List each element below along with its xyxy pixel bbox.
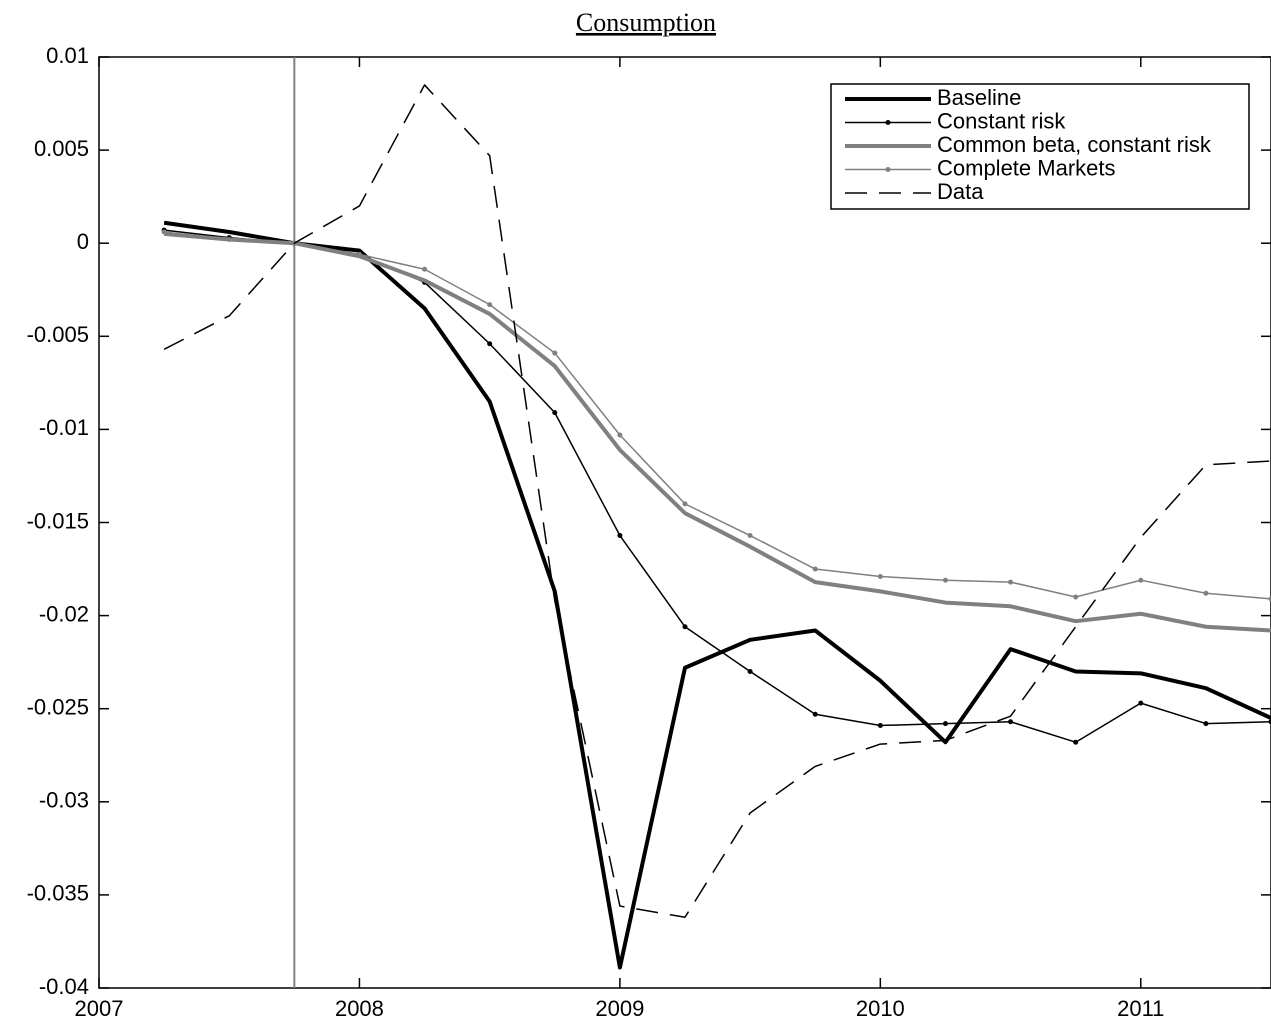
point [356, 251, 362, 257]
y-tick-label: -0.04 [39, 974, 89, 999]
point [617, 533, 623, 539]
series-line [163, 220, 1271, 970]
point [1138, 577, 1144, 583]
point [1138, 700, 1144, 706]
y-tick-label: -0.025 [27, 695, 89, 720]
chart-title: Consumption [576, 8, 716, 37]
point [487, 302, 493, 308]
y-tick-label: -0.03 [39, 788, 89, 813]
point [487, 341, 493, 347]
series-line [163, 84, 1271, 918]
legend-label: Complete Markets [937, 155, 1116, 180]
y-tick-label: -0.035 [27, 881, 89, 906]
point [161, 229, 167, 235]
point [1008, 719, 1014, 725]
point [747, 533, 753, 539]
point [552, 410, 558, 416]
y-tick-label: 0 [77, 229, 89, 254]
legend-label: Baseline [937, 85, 1021, 110]
y-tick-label: 0.005 [34, 136, 89, 161]
point [747, 668, 753, 674]
point [1203, 590, 1209, 596]
legend-label: Constant risk [937, 108, 1066, 133]
legend-label: Data [937, 179, 984, 204]
series-line [163, 231, 1271, 633]
point [812, 566, 818, 572]
x-tick-label: 2007 [75, 996, 124, 1021]
x-tick-label: 2011 [1117, 996, 1164, 1021]
point [1268, 719, 1271, 725]
x-tick-label: 2009 [595, 996, 644, 1021]
point [1203, 721, 1209, 727]
legend-marker [885, 167, 891, 172]
y-tick-label: -0.005 [27, 322, 89, 347]
point [682, 501, 688, 507]
y-tick-label: -0.015 [27, 508, 89, 533]
point [877, 722, 883, 728]
y-tick-label: -0.02 [39, 601, 89, 626]
point [682, 624, 688, 630]
y-tick-label: 0.01 [46, 43, 89, 68]
y-tick-label: -0.01 [39, 415, 89, 440]
point [1008, 579, 1014, 585]
x-tick-label: 2010 [856, 996, 905, 1021]
legend-marker [885, 120, 891, 125]
series-line [164, 231, 1271, 600]
point [422, 266, 428, 272]
point [1268, 596, 1271, 602]
point [617, 432, 623, 438]
point [552, 350, 558, 356]
point [1073, 594, 1079, 600]
point [942, 721, 948, 727]
point [812, 711, 818, 717]
point [877, 573, 883, 579]
series-line [164, 229, 1271, 743]
point [226, 236, 232, 242]
x-tick-label: 2008 [335, 996, 384, 1021]
point [942, 577, 948, 583]
point [1073, 739, 1079, 745]
legend-label: Common beta, constant risk [937, 132, 1212, 157]
